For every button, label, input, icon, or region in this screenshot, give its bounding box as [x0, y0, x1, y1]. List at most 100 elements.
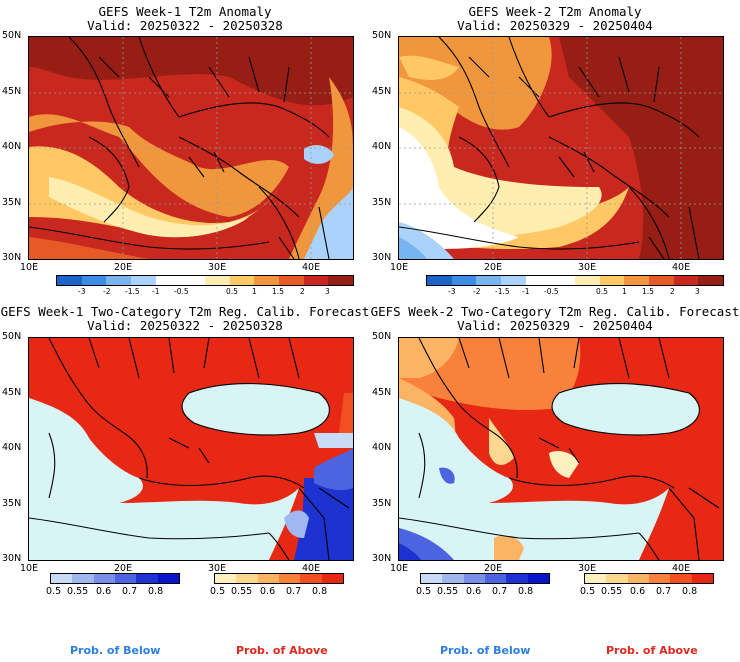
lat-tick: 50N [2, 331, 22, 342]
lat-tick: 45N [2, 86, 22, 97]
colorbar-swatch [550, 276, 576, 285]
colorbar-label: 0.5 [226, 287, 238, 296]
prob-below-legend-2: Prob. of Below [440, 644, 531, 657]
lat-tick: 30N [2, 553, 22, 564]
colorbar-label: -1.5 [125, 287, 140, 296]
panel4-valid: Valid: 20250329 - 20250404 [457, 318, 653, 333]
colorbar-swatch [106, 276, 132, 285]
lat-tick: 45N [372, 86, 392, 97]
colorbar-label: 0.55 [437, 586, 459, 597]
panel1-valid: Valid: 20250322 - 20250328 [87, 18, 283, 33]
panel3-valid: Valid: 20250322 - 20250328 [87, 318, 283, 333]
panel2-title: GEFS Week-2 T2m Anomaly [468, 4, 642, 19]
colorbar-label: 0.55 [601, 586, 623, 597]
colorbar-label: 0.7 [492, 586, 508, 597]
colorbar-swatch [81, 276, 107, 285]
colorbar-label: 3 [325, 287, 330, 296]
lat-tick: 40N [372, 141, 392, 152]
colorbar-label: 3 [695, 287, 700, 296]
lon-tick: 20E [114, 262, 133, 273]
colorbar-label: -3 [78, 287, 86, 296]
colorbar-swatch [300, 574, 322, 583]
colorbar-label: 0.5 [210, 586, 226, 597]
colorbar-label: 1.5 [272, 287, 284, 296]
colorbar-swatch [136, 574, 158, 583]
colorbar-swatch [527, 574, 549, 583]
colorbar-label: 2 [670, 287, 675, 296]
lat-tick: 50N [372, 331, 392, 342]
colorbar-swatch [421, 574, 443, 583]
prob-below-colorbar-1 [50, 573, 180, 584]
colorbar-label: 0.7 [286, 586, 302, 597]
anomaly-colorbar-2 [426, 275, 724, 286]
panel2-valid: Valid: 20250329 - 20250404 [457, 18, 653, 33]
colorbar-label: 0.55 [231, 586, 253, 597]
lat-tick: 45N [372, 387, 392, 398]
panel4-title: GEFS Week-2 Two-Category T2m Reg. Calib.… [370, 304, 740, 319]
lon-tick: 30E [578, 262, 597, 273]
lon-tick: 10E [390, 262, 409, 273]
prob-below-legend-1: Prob. of Below [70, 644, 161, 657]
lat-tick: 40N [372, 442, 392, 453]
panel2-anomaly-map [398, 36, 724, 260]
colorbar-swatch [328, 276, 354, 285]
colorbar-swatch [585, 574, 607, 583]
colorbar-swatch [155, 276, 181, 285]
colorbar-label: -2 [103, 287, 111, 296]
colorbar-swatch [670, 574, 692, 583]
colorbar-label: 0.6 [260, 586, 276, 597]
colorbar-label: 1.5 [642, 287, 654, 296]
colorbar-swatch [673, 276, 699, 285]
lat-tick: 30N [372, 553, 392, 564]
colorbar-label: 0.6 [630, 586, 646, 597]
colorbar-swatch [624, 276, 650, 285]
colorbar-swatch [484, 574, 507, 583]
lon-tick: 10E [390, 563, 409, 574]
lat-tick: 45N [2, 387, 22, 398]
lat-tick: 30N [372, 252, 392, 263]
colorbar-label: 0.8 [312, 586, 328, 597]
colorbar-label: 0.55 [67, 586, 89, 597]
colorbar-swatch [501, 276, 526, 285]
lon-tick: 30E [578, 563, 597, 574]
colorbar-swatch [279, 276, 304, 285]
colorbar-swatch [215, 574, 237, 583]
colorbar-swatch [72, 574, 94, 583]
colorbar-swatch [93, 574, 115, 583]
colorbar-swatch [649, 276, 674, 285]
lon-tick: 10E [20, 262, 39, 273]
lat-tick: 35N [372, 197, 392, 208]
colorbar-swatch [691, 574, 713, 583]
colorbar-swatch [254, 276, 280, 285]
lat-tick: 35N [2, 197, 22, 208]
colorbar-swatch [525, 276, 551, 285]
colorbar-swatch [321, 574, 343, 583]
colorbar-label: 0.6 [466, 586, 482, 597]
lon-tick: 20E [484, 262, 503, 273]
colorbar-swatch [463, 574, 485, 583]
lon-tick: 20E [484, 563, 503, 574]
prob-above-legend-2: Prob. of Above [606, 644, 698, 657]
colorbar-swatch [427, 276, 452, 285]
panel3-title: GEFS Week-1 Two-Category T2m Reg. Calib.… [0, 304, 370, 319]
lon-tick: 40E [302, 262, 321, 273]
colorbar-label: 0.7 [656, 586, 672, 597]
colorbar-swatch [229, 276, 255, 285]
colorbar-label: 0.8 [682, 586, 698, 597]
colorbar-swatch [236, 574, 258, 583]
lat-tick: 40N [2, 442, 22, 453]
colorbar-swatch [606, 574, 628, 583]
colorbar-swatch [57, 276, 82, 285]
colorbar-label: 0.5 [46, 586, 62, 597]
lat-tick: 30N [2, 252, 22, 263]
colorbar-swatch [451, 276, 477, 285]
prob-above-colorbar-2 [584, 573, 714, 584]
colorbar-label: 0.5 [416, 586, 432, 597]
lon-tick: 20E [114, 563, 133, 574]
colorbar-label: 1 [622, 287, 627, 296]
lon-tick: 10E [20, 563, 39, 574]
colorbar-swatch [698, 276, 724, 285]
lon-tick: 40E [672, 563, 691, 574]
colorbar-label: -0.5 [174, 287, 189, 296]
colorbar-swatch [442, 574, 464, 583]
